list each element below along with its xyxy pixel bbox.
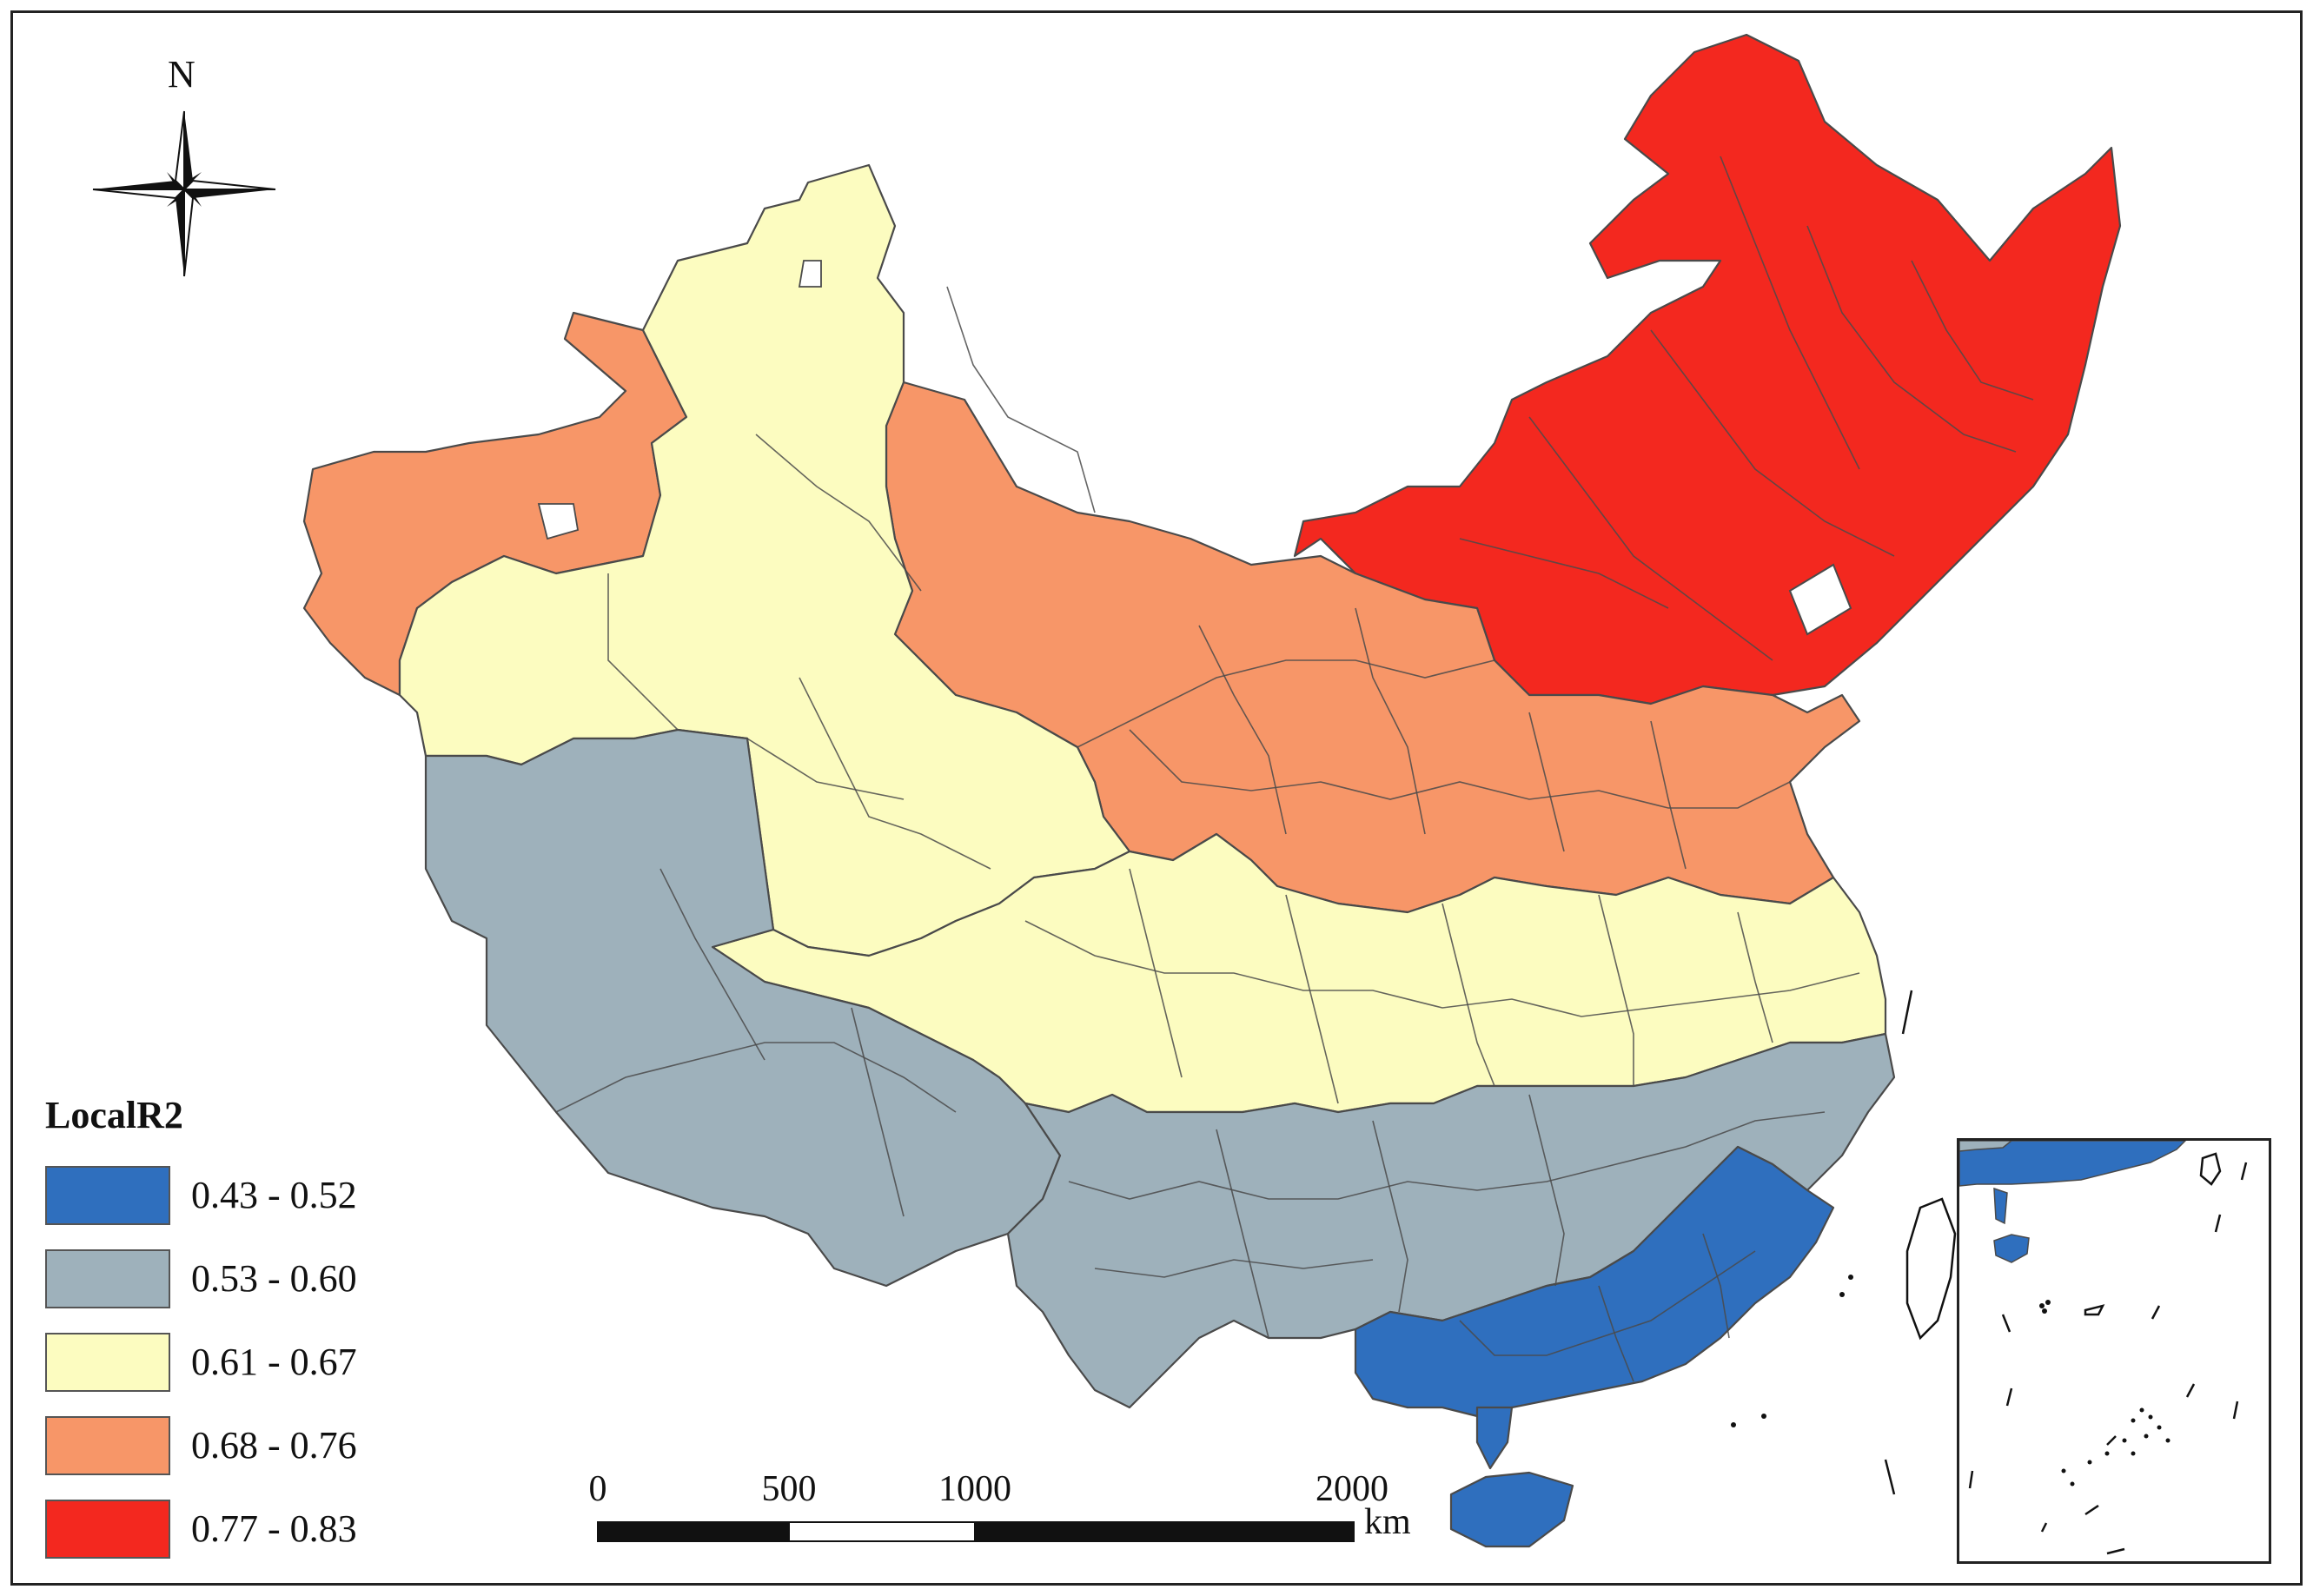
region-leizhou	[1475, 1406, 1514, 1470]
south-china-sea-inset	[1957, 1138, 2271, 1564]
region-hainan	[1449, 1471, 1574, 1548]
inset-map	[1959, 1141, 2248, 1555]
legend-swatch	[45, 1333, 170, 1392]
legend-item: 0.43 - 0.52	[45, 1166, 410, 1228]
legend-label: 0.61 - 0.67	[191, 1341, 357, 1383]
inset-hainan	[1993, 1234, 2030, 1263]
legend-item: 0.53 - 0.60	[45, 1249, 410, 1312]
scale-bar-graphic	[597, 1521, 1355, 1542]
compass-rose-icon	[92, 110, 276, 277]
inset-leizhou	[1993, 1187, 2008, 1225]
legend-item: 0.61 - 0.67	[45, 1333, 410, 1395]
legend-label: 0.53 - 0.60	[191, 1257, 357, 1300]
admin-boundaries	[555, 156, 2034, 1382]
scale-tick-label: 500	[761, 1469, 817, 1509]
legend-title: LocalR2	[45, 1094, 183, 1136]
legend-swatch	[45, 1500, 170, 1559]
legend-label: 0.68 - 0.76	[191, 1424, 357, 1467]
legend-label: 0.77 - 0.83	[191, 1507, 357, 1550]
legend-item: 0.68 - 0.76	[45, 1416, 410, 1479]
scale-unit: km	[1364, 1502, 1411, 1542]
taiwan-outline	[1905, 1197, 1957, 1341]
legend-item: 0.77 - 0.83	[45, 1500, 410, 1562]
coastal-islands	[1731, 990, 1913, 1495]
north-label: N	[168, 53, 196, 96]
scale-tick-label: 0	[588, 1469, 607, 1509]
inset-mainland-grey	[1959, 1141, 2013, 1152]
scale-tick-label: 2000	[1316, 1469, 1388, 1509]
scale-tick-label: 1000	[938, 1469, 1011, 1509]
legend-label: 0.43 - 0.52	[191, 1174, 357, 1216]
inset-mainland	[1959, 1141, 2187, 1187]
legend-swatch	[45, 1166, 170, 1225]
legend-swatch	[45, 1249, 170, 1308]
legend-swatch	[45, 1416, 170, 1475]
